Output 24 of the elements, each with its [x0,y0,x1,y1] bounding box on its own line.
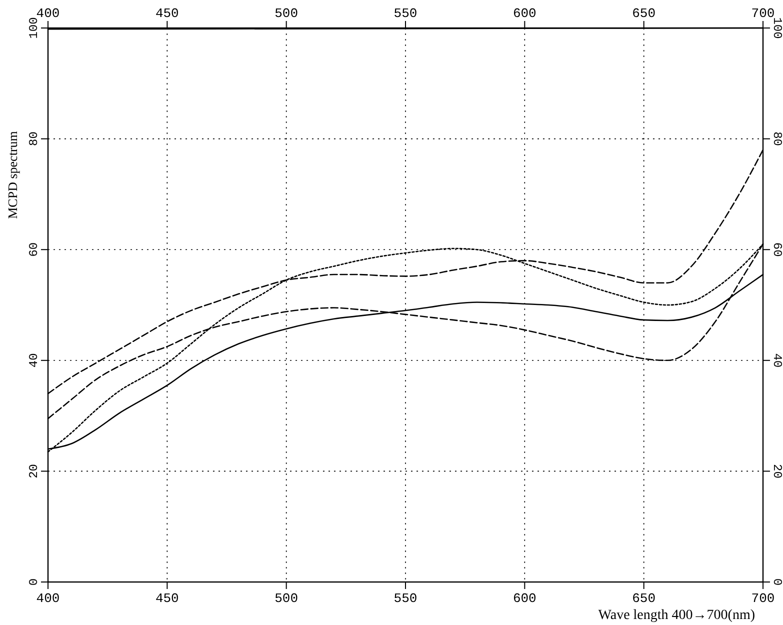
x2-tick-label: 700 [751,591,775,606]
y-tick-label: 80 [27,132,41,146]
x2-tick-label: 500 [274,591,298,606]
y-tick-label: 40 [27,353,41,368]
y2-tick-label: 20 [770,464,783,478]
y2-tick-label: 40 [770,353,783,368]
x2-tick-label: 650 [632,591,656,606]
x-tick-label: 500 [274,6,298,21]
x-tick-label: 600 [512,6,536,21]
x-tick-label: 550 [394,6,418,21]
x2-tick-label: 550 [394,591,418,606]
x2-tick-label: 400 [36,591,60,606]
y2-tick-label: 60 [770,242,783,257]
x2-tick-label: 450 [155,591,179,606]
x2-tick-label: 600 [512,591,536,606]
y-tick-label: 20 [27,464,41,478]
y-tick-label: 60 [27,242,41,257]
y-tick-label: 0 [27,578,41,586]
y2-tick-label: 80 [770,132,783,146]
y-axis-title: MCPD spectrum [5,131,20,219]
x-axis-title: Wave length 400→700(nm) [598,608,756,623]
x-tick-label: 450 [155,6,179,21]
y2-tick-label: 0 [770,578,783,586]
x-tick-label: 650 [632,6,656,21]
